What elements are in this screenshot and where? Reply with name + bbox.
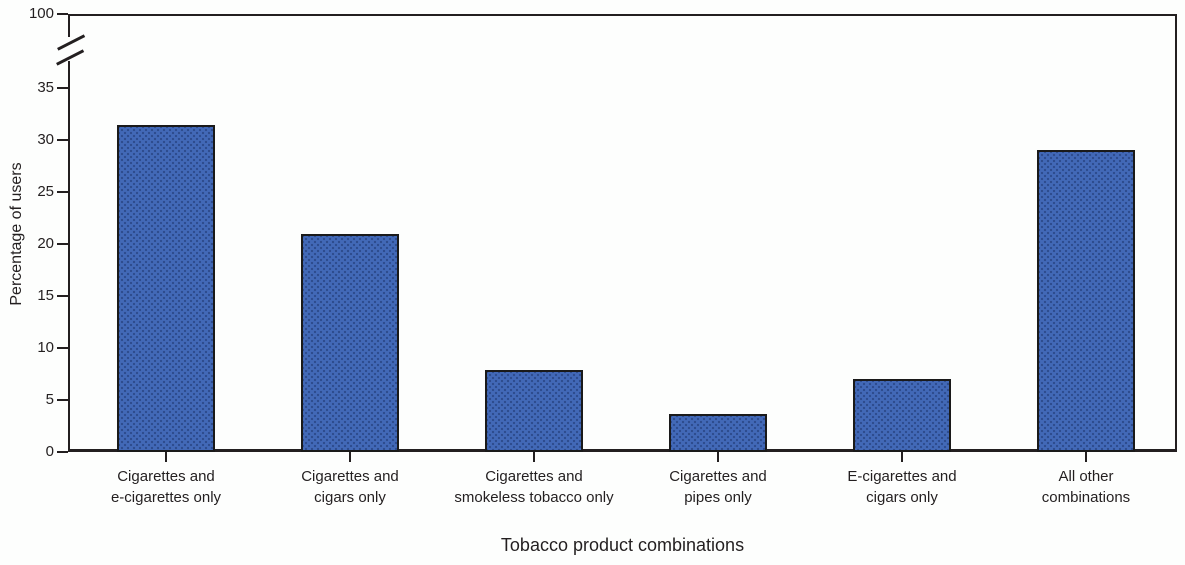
x-category-label: Cigarettes and e-cigarettes only — [110, 468, 222, 506]
x-tick-mark — [165, 452, 167, 462]
bar — [853, 379, 951, 452]
y-tick-mark — [57, 243, 68, 245]
y-tick-label: 15 — [37, 287, 54, 304]
bar — [301, 233, 399, 452]
y-tick-label: 10 — [37, 339, 54, 356]
bar — [485, 369, 583, 452]
x-category-label: E-cigarettes and cigars only — [847, 468, 957, 506]
y-tick-mark — [57, 451, 68, 453]
x-tick-mark — [533, 452, 535, 462]
y-tick-mark — [57, 191, 68, 193]
y-tick-label: 30 — [37, 131, 54, 148]
y-tick-mark — [57, 13, 68, 15]
x-tick-mark — [349, 452, 351, 462]
y-tick-label: 5 — [45, 391, 54, 408]
x-category-label: All other combinations — [1041, 468, 1131, 506]
y-tick-label: 25 — [37, 183, 54, 200]
x-axis-title: Tobacco product combinations — [500, 535, 745, 555]
y-tick-mark — [57, 347, 68, 349]
y-tick-mark — [57, 87, 68, 89]
plot-area — [68, 14, 1177, 452]
y-tick-mark — [57, 295, 68, 297]
y-tick-label: 20 — [37, 235, 54, 252]
x-category-label: Cigarettes and pipes only — [669, 468, 767, 506]
x-tick-mark — [717, 452, 719, 462]
x-tick-mark — [901, 452, 903, 462]
x-category-label: Cigarettes and smokeless tobacco only — [454, 468, 614, 506]
y-tick-mark — [57, 139, 68, 141]
y-tick-label: 0 — [45, 443, 54, 460]
y-tick-label: 100 — [28, 5, 54, 22]
bar — [669, 413, 767, 452]
x-tick-mark — [1085, 452, 1087, 462]
y-axis-line-lower — [68, 61, 70, 452]
y-tick-mark — [57, 399, 68, 401]
bar — [117, 125, 215, 452]
bar — [1037, 150, 1135, 452]
y-axis-line-upper — [68, 14, 70, 37]
x-category-label: Cigarettes and cigars only — [301, 468, 399, 506]
y-tick-label: 35 — [37, 79, 54, 96]
y-axis-title: Percentage of users — [8, 162, 25, 306]
